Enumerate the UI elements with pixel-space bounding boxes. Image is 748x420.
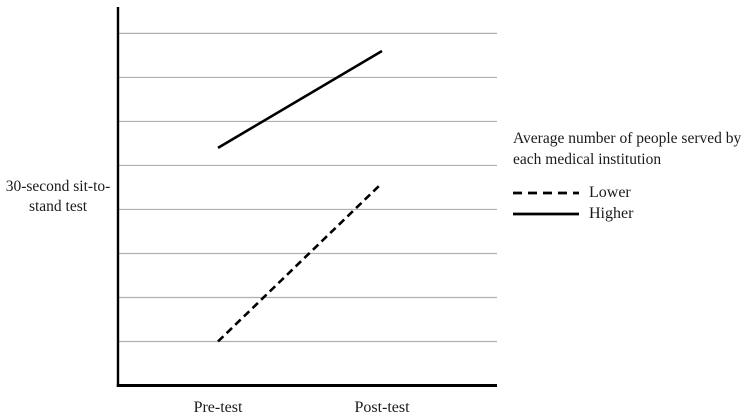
y-axis-label-line2: stand test (28, 198, 88, 215)
x-tick-post-test: Post-test (354, 399, 410, 416)
solid-line-swatch (513, 212, 579, 215)
legend-title-line2: each medical institution (513, 151, 662, 168)
legend-title-line1: Average number of people served by (513, 130, 742, 147)
legend-title: Average number of people served by each … (513, 128, 748, 170)
x-tick-pre-test: Pre-test (193, 399, 243, 416)
legend-item-higher: Higher (513, 203, 748, 224)
legend: Average number of people served by each … (513, 128, 748, 224)
series-line-lower (217, 182, 383, 343)
legend-label-higher: Higher (589, 205, 634, 222)
y-axis-label-line1: 30-second sit-to- (5, 178, 111, 195)
y-axis-label: 30-second sit-to- stand test (0, 177, 116, 217)
series-line-higher (217, 49, 383, 149)
dashed-line-swatch (513, 191, 579, 194)
legend-item-lower: Lower (513, 182, 748, 203)
legend-items: Lower Higher (513, 182, 748, 224)
legend-label-lower: Lower (589, 184, 631, 201)
